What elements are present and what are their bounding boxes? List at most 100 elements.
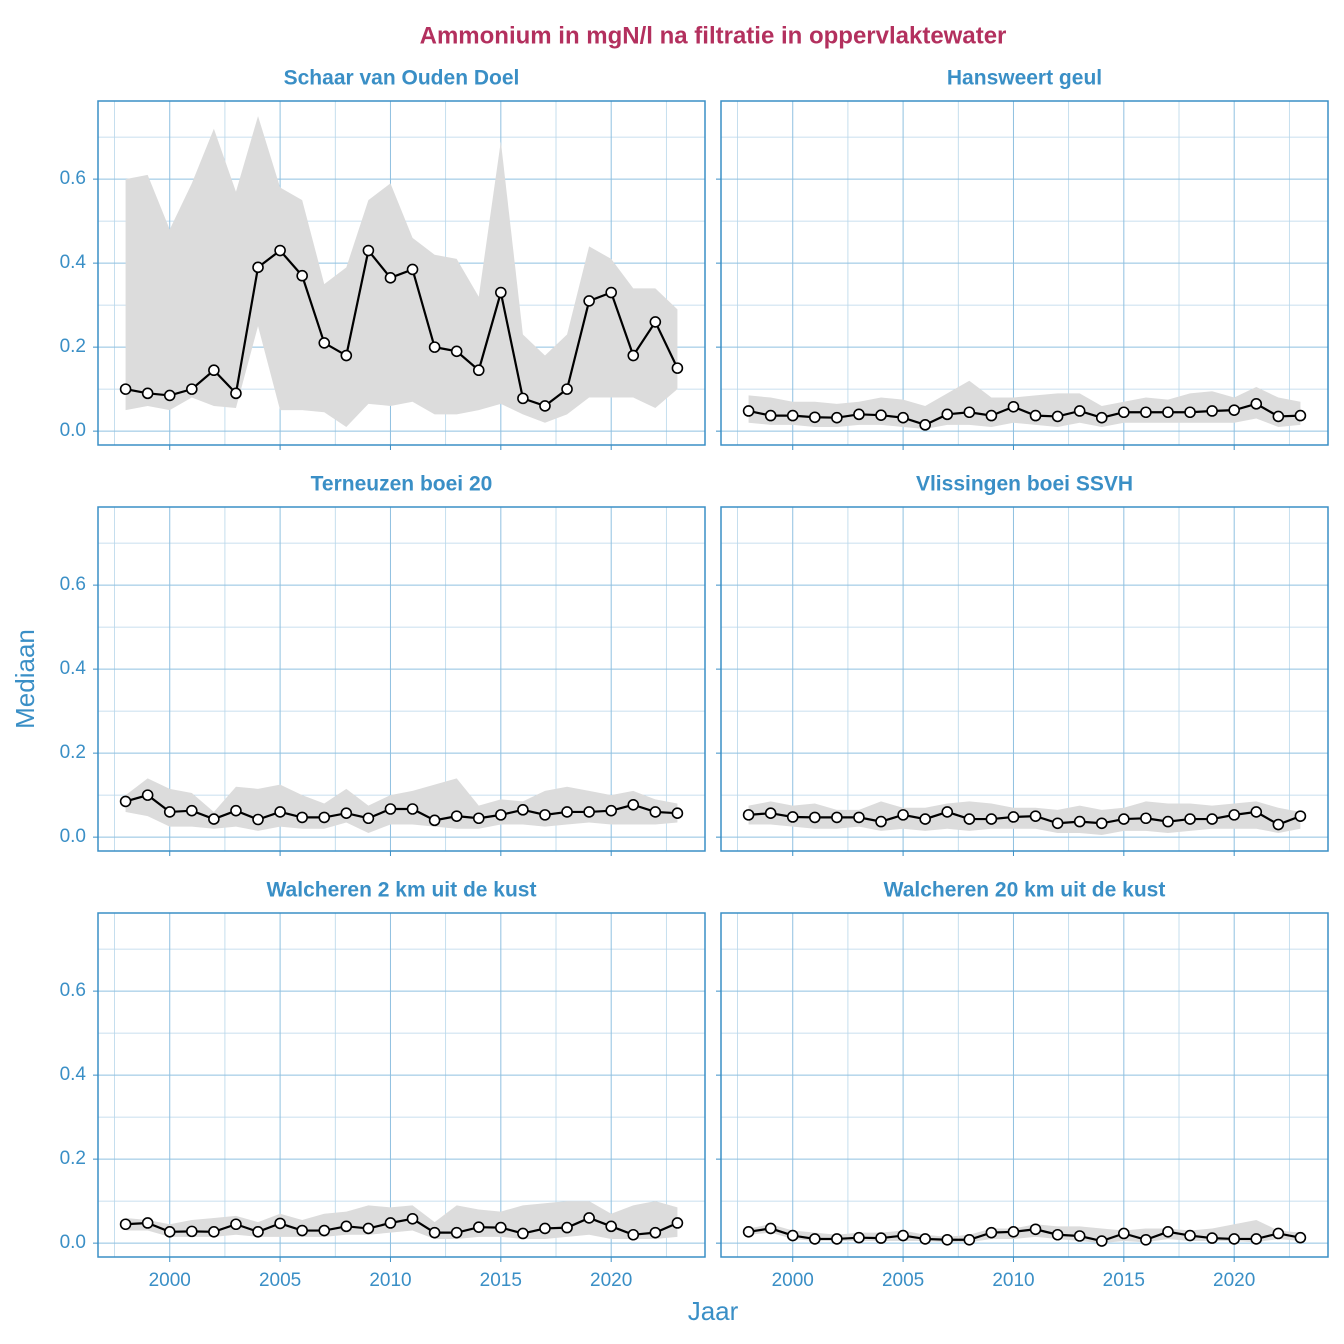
data-point	[1051, 410, 1064, 423]
data-point	[742, 1225, 755, 1238]
data-point	[561, 383, 573, 395]
data-point	[1140, 812, 1152, 825]
data-point	[875, 1232, 887, 1244]
data-point	[119, 383, 132, 395]
x-tick-label: 2010	[369, 1270, 411, 1291]
data-point	[1228, 404, 1240, 416]
data-point	[1184, 406, 1196, 419]
data-point	[963, 1233, 976, 1246]
x-tick-label: 2005	[882, 1270, 924, 1291]
y-tick-label: 0.2	[60, 742, 86, 763]
data-point	[742, 405, 755, 417]
y-tick-label: 0.0	[60, 826, 86, 847]
data-point	[605, 286, 617, 299]
range-band	[125, 116, 678, 427]
data-point	[141, 387, 154, 400]
data-point	[627, 1228, 640, 1241]
data-point	[1118, 813, 1130, 825]
panel-border	[97, 100, 706, 446]
data-point	[1073, 815, 1086, 828]
panel-border	[97, 912, 706, 1258]
data-point	[141, 1217, 154, 1229]
data-point	[1162, 1225, 1174, 1238]
data-point	[517, 392, 529, 405]
data-point	[318, 337, 331, 349]
range-band	[748, 380, 1301, 430]
data-point	[583, 1212, 595, 1224]
x-tick-label: 2005	[259, 1270, 301, 1291]
data-point	[1228, 809, 1240, 821]
data-point	[831, 411, 843, 424]
data-point	[985, 813, 998, 825]
data-point	[1184, 813, 1196, 825]
data-point	[764, 1222, 777, 1235]
data-point	[985, 409, 998, 422]
range-band	[748, 801, 1301, 836]
data-point	[318, 1224, 331, 1237]
data-point	[1162, 406, 1174, 419]
data-point	[274, 1217, 286, 1230]
data-point	[517, 1227, 529, 1240]
data-point	[252, 813, 264, 826]
data-point	[1184, 1229, 1196, 1242]
data-point	[186, 383, 198, 395]
panel-border	[720, 506, 1329, 852]
data-point	[230, 1218, 242, 1231]
data-point	[1073, 1230, 1086, 1242]
data-point	[963, 406, 976, 419]
data-point	[119, 1218, 132, 1231]
panel-border	[720, 912, 1329, 1258]
data-point	[897, 411, 909, 424]
data-point	[941, 408, 954, 421]
data-point	[450, 1226, 463, 1239]
data-point	[362, 812, 375, 825]
panel-title: Terneuzen boei 20	[311, 473, 493, 496]
data-point	[406, 803, 419, 815]
data-point	[428, 814, 441, 827]
data-point	[384, 272, 397, 284]
data-point	[406, 263, 419, 276]
data-point	[1118, 406, 1130, 419]
data-point	[919, 1233, 931, 1245]
data-point	[163, 806, 176, 818]
data-point	[853, 811, 865, 824]
data-point	[941, 1233, 954, 1246]
data-point	[340, 1220, 353, 1233]
data-point	[561, 1221, 573, 1234]
data-point	[919, 813, 931, 825]
data-point	[1250, 398, 1263, 410]
data-point	[1272, 818, 1285, 831]
data-point	[561, 806, 573, 818]
data-point	[919, 419, 931, 431]
data-point	[495, 286, 507, 299]
x-tick-label: 2010	[992, 1270, 1034, 1291]
data-point	[809, 1233, 821, 1245]
y-tick-label: 0.2	[60, 336, 86, 357]
y-tick-label: 0.4	[60, 1064, 87, 1085]
data-point	[450, 345, 463, 358]
panel-title: Schaar van Ouden Doel	[284, 67, 520, 90]
x-tick-label: 2015	[480, 1270, 522, 1291]
panel-border	[720, 100, 1329, 446]
x-tick-label: 2020	[1213, 1270, 1255, 1291]
x-tick-label: 2020	[590, 1270, 632, 1291]
data-point	[517, 804, 529, 816]
data-point	[809, 811, 821, 824]
data-point	[853, 408, 865, 421]
data-point	[831, 1233, 843, 1245]
data-point	[627, 349, 640, 362]
data-point	[1140, 406, 1152, 419]
data-point	[1029, 409, 1042, 422]
data-point	[786, 811, 799, 823]
data-point	[671, 362, 684, 374]
panel-title: Hansweert geul	[947, 67, 1102, 90]
data-point	[605, 804, 617, 817]
data-point	[1250, 1233, 1263, 1245]
data-point	[163, 1225, 176, 1238]
data-point	[1206, 1232, 1218, 1244]
data-point	[583, 295, 595, 307]
data-point	[208, 1225, 220, 1238]
data-point	[252, 1225, 264, 1238]
data-point	[627, 798, 640, 811]
data-point	[1029, 810, 1042, 822]
